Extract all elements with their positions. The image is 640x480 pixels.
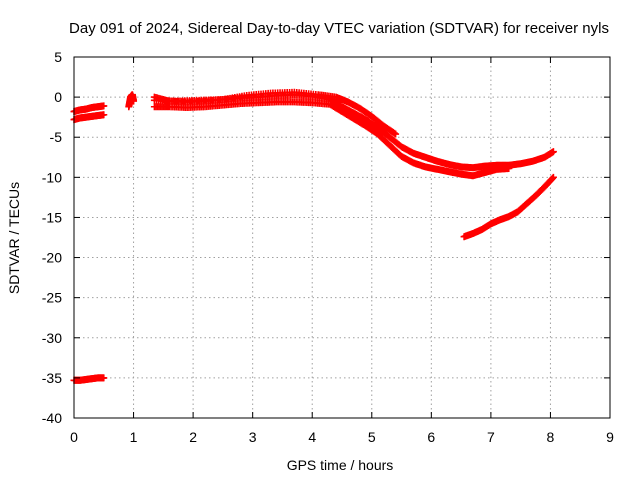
data-point [130,97,138,105]
x-tick-label: 7 [487,429,495,445]
series-arc-f [150,88,400,138]
y-tick-label: -40 [42,410,62,426]
x-tick-label: 5 [368,429,376,445]
data-point [505,165,513,173]
data-point [100,374,108,382]
y-tick-label: -5 [50,129,63,145]
axes-layer [73,56,611,419]
plot-frame [73,56,611,419]
x-tick-label: 9 [606,429,614,445]
data-point [100,111,108,119]
y-tick-label: -25 [42,290,62,306]
series-arc-h [70,374,108,384]
data-point [549,173,557,181]
series-arc-c [125,91,138,111]
data-layer [70,88,557,384]
series-arc-b [70,111,108,124]
series-arc-a [70,102,108,116]
x-tick-label: 0 [70,429,78,445]
data-point [390,129,398,137]
x-tick-label: 4 [308,429,316,445]
y-tick-label: -30 [42,330,62,346]
data-point [392,130,400,138]
y-tick-label: -10 [42,169,62,185]
grid-layer [74,57,610,418]
x-tick-label: 8 [547,429,555,445]
x-tick-label: 6 [427,429,435,445]
x-axis-title: GPS time / hours [287,457,394,473]
series-arc-g [460,173,557,241]
y-tick-label: -35 [42,370,62,386]
y-tick-label: 0 [54,89,62,105]
series-arc-e [150,98,513,180]
data-point [549,148,557,156]
data-point [100,102,108,110]
x-tick-label: 1 [130,429,138,445]
chart-title: Day 091 of 2024, Sidereal Day-to-day VTE… [69,20,609,37]
tick-layer: 0 1 2 3 4 5 6 7 8 9 5 0 -5 -10 -15 -20 -25 -30 -35 -40 [42,49,614,445]
x-tick-label: 2 [189,429,197,445]
y-axis-title: SDTVAR / TECUs [6,182,22,294]
y-tick-label: -20 [42,250,62,266]
y-tick-label: -15 [42,209,62,225]
data-point [549,174,557,182]
x-tick-label: 3 [249,429,257,445]
y-tick-label: 5 [54,49,62,65]
